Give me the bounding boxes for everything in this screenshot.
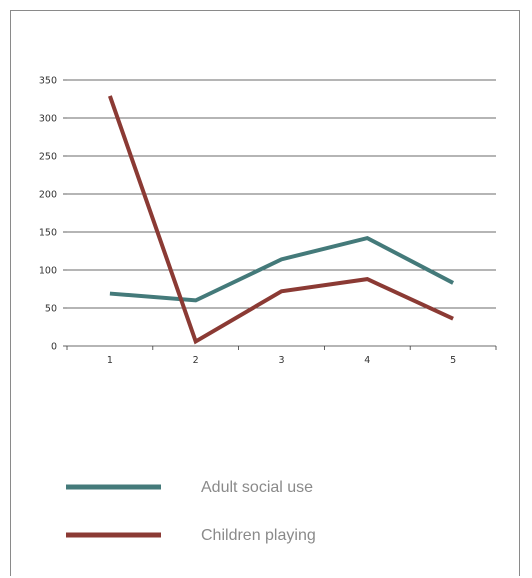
y-tick-label: 50 [45, 304, 57, 315]
series-line-2 [108, 95, 454, 345]
y-tick-label: 100 [39, 266, 57, 277]
x-tick-label: 2 [193, 355, 199, 366]
x-tick-label: 5 [450, 355, 456, 366]
y-tick-label: 150 [39, 228, 57, 239]
gridlines [67, 79, 496, 309]
legend: Adult social use Children playing [66, 479, 316, 544]
y-tick-label: 300 [39, 114, 57, 125]
x-tick-label: 3 [278, 355, 284, 366]
y-tick-label: 250 [39, 152, 57, 163]
y-tick-label: 0 [51, 342, 57, 353]
y-tick-label: 200 [39, 190, 57, 201]
legend-label-1: Adult social use [201, 479, 313, 496]
y-axis-ticks: 0 50 100 150 200 250 300 350 [39, 76, 67, 353]
x-axis-ticks: 1 2 3 4 5 [66, 346, 497, 366]
x-tick-label: 4 [364, 355, 370, 366]
series-lines [108, 95, 455, 345]
x-tick-label: 1 [107, 355, 113, 366]
chart-frame [10, 10, 520, 576]
legend-label-2: Children playing [201, 527, 316, 544]
y-tick-label: 350 [39, 76, 57, 87]
